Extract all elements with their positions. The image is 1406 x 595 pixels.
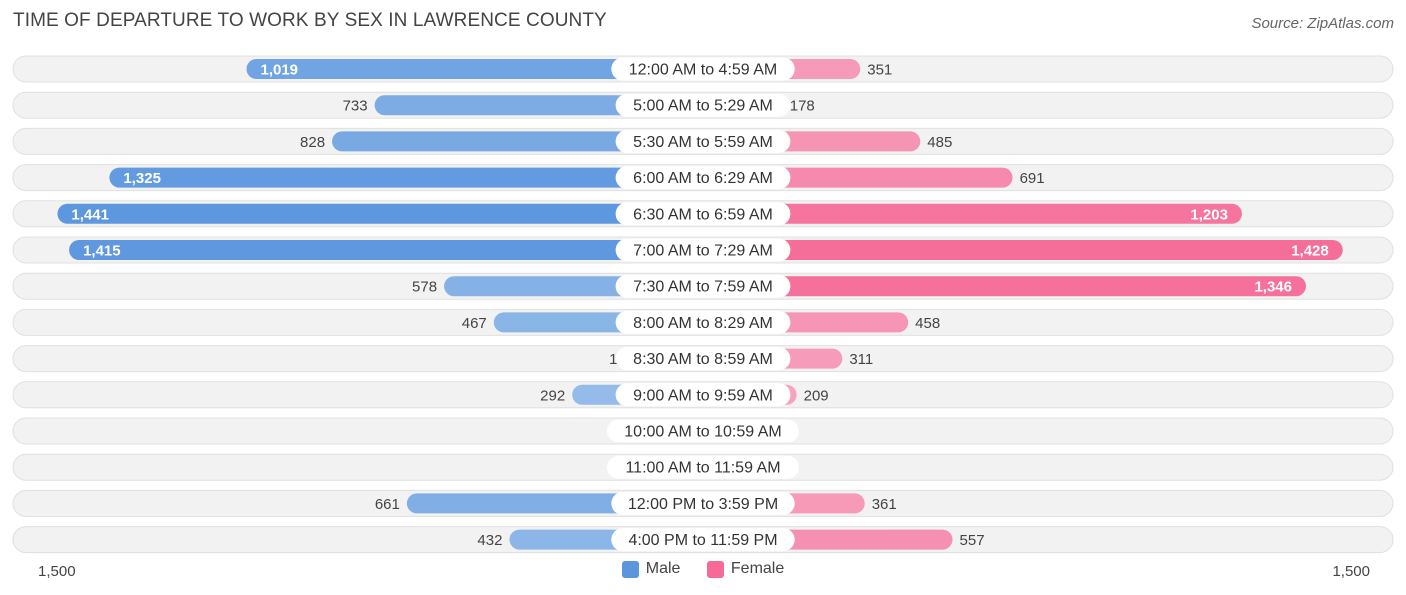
category-label: 6:30 AM to 6:59 AM bbox=[633, 206, 773, 223]
category-pill bbox=[615, 166, 791, 190]
value-label-male: 1,325 bbox=[123, 170, 161, 187]
value-label-female: 178 bbox=[790, 98, 815, 115]
bar-female bbox=[693, 276, 1307, 297]
category-pill bbox=[615, 202, 791, 226]
legend-swatch-male bbox=[621, 560, 639, 578]
axis-label-right: 1,500 bbox=[1332, 563, 1370, 580]
legend-swatch-female bbox=[706, 560, 724, 578]
value-label-female: 458 bbox=[915, 315, 940, 332]
value-label-female: 361 bbox=[872, 496, 897, 513]
value-label-female: 691 bbox=[1020, 170, 1045, 187]
value-label-male: 292 bbox=[540, 387, 565, 404]
category-pill bbox=[615, 129, 791, 153]
value-label-female: 1,346 bbox=[1254, 279, 1292, 296]
category-label: 12:00 PM to 3:59 PM bbox=[628, 496, 778, 513]
value-label-female: 1,428 bbox=[1291, 243, 1329, 260]
category-label: 4:00 PM to 11:59 PM bbox=[628, 532, 777, 549]
value-label-male: 1,019 bbox=[260, 62, 298, 79]
category-label: 6:00 AM to 6:29 AM bbox=[633, 170, 773, 187]
value-label-male: 1,415 bbox=[83, 243, 121, 260]
value-label-male: 828 bbox=[300, 134, 325, 151]
bar-male bbox=[246, 59, 713, 79]
category-pill bbox=[615, 238, 791, 262]
value-label-male: 432 bbox=[477, 532, 502, 549]
category-pill bbox=[615, 274, 791, 298]
axis-label-left: 1,500 bbox=[38, 563, 76, 580]
category-pill bbox=[615, 310, 791, 334]
category-pill bbox=[611, 57, 795, 81]
legend-label-female: Female bbox=[730, 560, 785, 577]
bar-male bbox=[109, 167, 713, 188]
category-label: 12:00 AM to 4:59 AM bbox=[629, 62, 778, 79]
category-label: 9:00 AM to 9:59 AM bbox=[633, 387, 773, 404]
category-pill bbox=[615, 383, 791, 407]
category-pill bbox=[607, 455, 799, 479]
value-label-male: 661 bbox=[375, 496, 400, 513]
value-label-male: 467 bbox=[462, 315, 487, 332]
value-label-male: 1,441 bbox=[71, 206, 109, 223]
category-pill bbox=[611, 528, 795, 552]
value-label-female: 209 bbox=[804, 387, 829, 404]
category-label: 8:00 AM to 8:29 AM bbox=[633, 315, 773, 332]
value-label-female: 1,203 bbox=[1190, 206, 1228, 223]
value-label-male: 578 bbox=[412, 279, 437, 296]
value-label-female: 351 bbox=[867, 62, 892, 79]
value-label-female: 557 bbox=[960, 532, 985, 549]
legend-item-female: Female bbox=[706, 560, 785, 578]
category-label: 10:00 AM to 10:59 AM bbox=[624, 424, 781, 441]
bar-female bbox=[693, 203, 1242, 224]
value-label-male: 733 bbox=[343, 98, 368, 115]
bar-female bbox=[693, 240, 1343, 260]
category-pill bbox=[607, 419, 799, 443]
category-pill bbox=[615, 347, 791, 371]
chart-source: Source: ZipAtlas.com bbox=[1251, 15, 1394, 32]
chart-title: TIME OF DEPARTURE TO WORK BY SEX IN LAWR… bbox=[13, 10, 607, 31]
category-pill bbox=[611, 491, 795, 515]
legend-label-male: Male bbox=[645, 560, 681, 577]
value-label-female: 485 bbox=[927, 134, 952, 151]
category-pill bbox=[615, 93, 791, 117]
category-label: 7:00 AM to 7:29 AM bbox=[633, 243, 773, 260]
bar-male bbox=[69, 240, 713, 260]
category-label: 8:30 AM to 8:59 AM bbox=[633, 351, 773, 368]
category-label: 5:30 AM to 5:59 AM bbox=[633, 134, 773, 151]
category-label: 11:00 AM to 11:59 AM bbox=[625, 460, 780, 477]
value-label-female: 311 bbox=[849, 351, 873, 368]
category-label: 5:00 AM to 5:29 AM bbox=[633, 98, 773, 115]
bar-male bbox=[57, 203, 713, 224]
legend: Male Female bbox=[0, 560, 1406, 583]
category-label: 7:30 AM to 7:59 AM bbox=[633, 279, 773, 296]
legend-item-male: Male bbox=[621, 560, 681, 578]
